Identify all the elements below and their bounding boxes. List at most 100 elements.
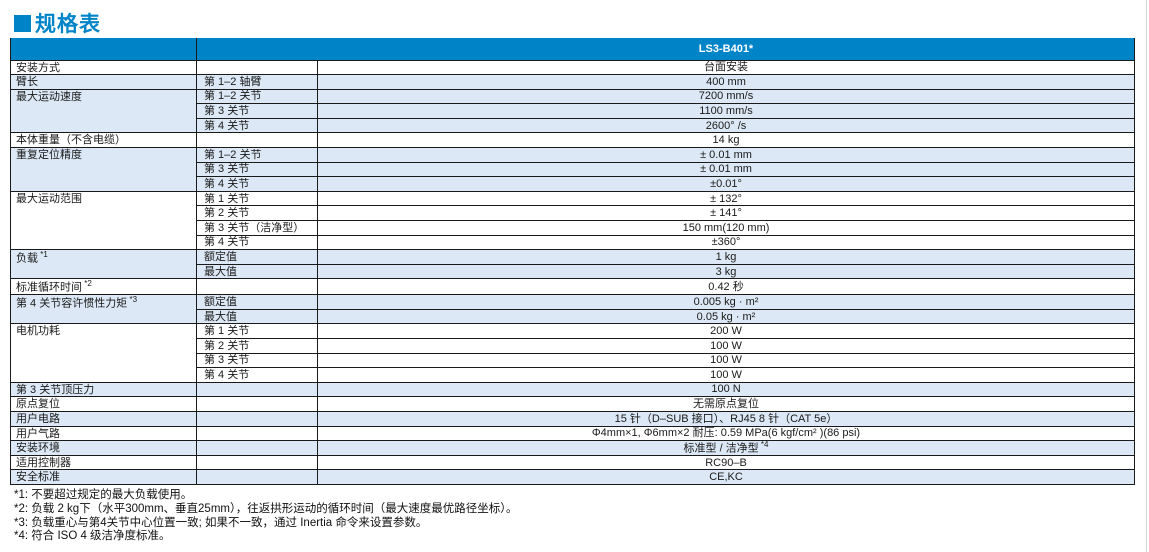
spec-row: 第 3 关节 1100 mm/s (11, 103, 1136, 119)
value-cell: 150 mm(120 mm) (316, 220, 1136, 236)
category-label: 安装方式 (16, 61, 60, 74)
subcategory-cell: 第 1–2 关节 (196, 88, 318, 105)
subcategory-cell: 额定值 (196, 249, 318, 265)
value-text: ±360° (711, 236, 741, 249)
spec-row: 原点复位 无需原点复位 (10, 396, 1136, 412)
value-cell: 标准型 / 洁净型 *4 (316, 440, 1136, 456)
spec-row: 第 4 关节 100 W (11, 367, 1136, 383)
category-label: 安全标准 (16, 471, 60, 484)
value-cell: 台面安装 (316, 59, 1136, 76)
value-cell: 2600° /s (316, 117, 1136, 134)
subcategory-cell (196, 381, 318, 398)
category-cell: 用户电路 (10, 410, 197, 427)
category-label: 重复定位精度 (16, 149, 82, 162)
footnote-marker: *1 (38, 250, 48, 260)
category-label: 安装环境 (16, 442, 60, 455)
value-text: 400 mm (706, 75, 746, 88)
category-cell: 重复定位精度 (10, 147, 197, 192)
value-cell: 15 针（D–SUB 接口）、RJ45 8 针（CAT 5e） (316, 410, 1136, 427)
value-cell: 无需原点复位 (316, 396, 1136, 412)
category-cell: 最大运动范围 (10, 190, 197, 251)
value-text: 3 kg (715, 265, 737, 278)
category-cell: 原点复位 (10, 396, 197, 412)
category-label: 用户气路 (16, 427, 60, 440)
spec-row: 电机功耗 第 1 关节 200 W (10, 323, 1136, 383)
spec-row: 第 2 关节 ± 141° (11, 205, 1136, 222)
subcategory-cell (196, 396, 318, 412)
spec-row: 最大运动速度 第 1–2 关节 7200 mm/s (10, 88, 1136, 134)
value-text: 150 mm(120 mm) (682, 221, 770, 234)
section-marker-icon (14, 14, 31, 32)
value-text: 100 W (710, 339, 742, 352)
value-text: 0.42 秒 (708, 280, 744, 293)
category-cell: 安装方式 (10, 59, 197, 76)
spec-row: 最大值 3 kg (11, 263, 1136, 280)
spec-row: 安装环境 标准型 / 洁净型 *4 (10, 440, 1136, 456)
value-text: 14 kg (712, 134, 740, 147)
value-text: 无需原点复位 (693, 398, 759, 411)
category-label: 标准循环时间 (16, 282, 82, 295)
value-text: 台面安装 (704, 61, 748, 74)
value-text: RC90–B (705, 456, 747, 469)
value-cell: ±0.01° (316, 176, 1136, 192)
value-cell: 7200 mm/s (316, 88, 1136, 105)
category-cell: 适用控制器 (10, 454, 197, 471)
spec-row: 安装方式 台面安装 (10, 59, 1136, 76)
spec-row: 第 3 关节 100 W (11, 352, 1136, 369)
category-label: 适用控制器 (16, 456, 71, 469)
spec-row: 标准循环时间 *2 0.42 秒 (10, 278, 1136, 296)
category-label: 负载 (16, 252, 38, 265)
category-cell: 臂长 (10, 74, 197, 90)
value-text: ± 0.01 mm (700, 148, 752, 161)
subcategory-cell (196, 132, 318, 149)
value-cell: 1 kg (316, 249, 1136, 265)
value-text: 标准型 / 洁净型 (683, 442, 759, 455)
value-cell: 3 kg (316, 263, 1136, 280)
value-text: 1 kg (715, 250, 737, 263)
value-text: 100 W (710, 354, 742, 367)
model-header-row: LS3-B401* (10, 38, 1136, 61)
spec-row: 用户气路 Φ4mm×1, Φ6mm×2 耐压: 0.59 MPa(6 kgf/cm… (10, 425, 1136, 442)
category-label: 最大运动范围 (16, 192, 82, 205)
spec-row: 第 4 关节容许惯性力矩 *3 额定值 0.005 kg · m² (10, 294, 1136, 325)
value-cell: ± 141° (316, 205, 1136, 222)
value-cell: 0.05 kg · m² (316, 308, 1136, 325)
subcategory-cell (196, 59, 318, 76)
value-text: ±0.01° (710, 178, 742, 190)
value-cell: 100 W (316, 352, 1136, 369)
value-text: ± 132° (710, 192, 742, 205)
subcategory-cell (196, 278, 318, 296)
value-cell: 400 mm (316, 74, 1136, 90)
value-cell: 14 kg (316, 132, 1136, 149)
footnote-line: *4: 符合 ISO 4 级洁净度标准。 (14, 530, 171, 543)
category-label: 第 4 关节容许惯性力矩 (16, 297, 128, 310)
subcategory-cell: 第 4 关节 (196, 117, 318, 134)
spec-row: 第 4 关节 ±0.01° (11, 176, 1136, 192)
subcategory-cell (196, 469, 318, 486)
category-cell: 最大运动速度 (10, 88, 197, 134)
spec-row: 臂长 第 1–2 轴臂 400 mm (10, 74, 1136, 90)
subcategory-cell: 第 3 关节 (196, 103, 318, 119)
spec-table-body: LS3-B401* 安装方式 台面安装 臂长第 1–2 轴臂 400 mm 最大运动速度… (10, 38, 1136, 486)
value-cell: ± 132° (316, 190, 1136, 207)
subcategory-cell: 第 1 关节 (196, 190, 318, 207)
value-cell: CE,KC (316, 469, 1136, 486)
subcategory-cell (196, 410, 318, 427)
value-cell: 0.42 秒 (316, 278, 1136, 296)
category-cell: 第 3 关节顶压力 (10, 381, 197, 398)
subcategory-cell: 第 1–2 关节 (196, 147, 318, 163)
spec-row: 本体重量（不含电缆） 14 kg (10, 132, 1136, 149)
subcategory-cell: 第 3 关节（洁净型） (196, 220, 318, 236)
value-cell: ± 0.01 mm (316, 147, 1136, 163)
subcategory-cell: 最大值 (196, 308, 318, 325)
model-header-cell: LS3-B401* (195, 38, 1136, 61)
subcategory-cell: 第 2 关节 (196, 205, 318, 222)
subcategory-cell (196, 440, 318, 456)
subcategory-cell: 第 2 关节 (196, 337, 318, 354)
category-label: 第 3 关节顶压力 (16, 383, 95, 396)
value-text: CE,KC (709, 471, 743, 484)
value-cell: ± 0.01 mm (316, 161, 1136, 178)
value-cell: 100 N (316, 381, 1136, 398)
footnote-line: *3: 负载重心与第4关节中心位置一致; 如果不一致，通过 Inertia 命令… (14, 516, 428, 529)
category-label: 原点复位 (16, 398, 60, 411)
